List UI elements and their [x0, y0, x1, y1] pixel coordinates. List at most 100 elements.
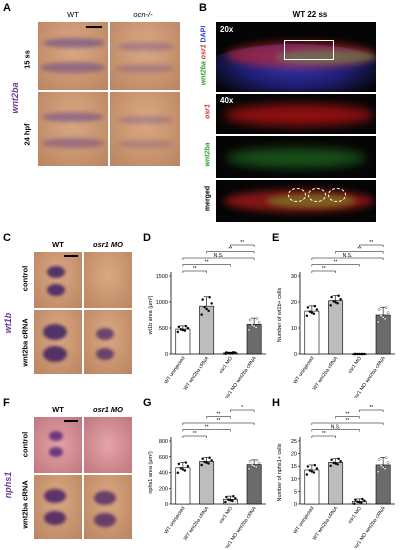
panel-a-row2: 24 hpf [22, 123, 32, 146]
panel-b-sub-merged: merged [204, 185, 212, 212]
panel-b-wnt2ba-image [216, 136, 376, 178]
panel-g-label: G [143, 397, 152, 409]
data-point [358, 352, 361, 356]
data-point [181, 328, 185, 332]
data-point [339, 297, 342, 301]
data-point [176, 330, 180, 334]
data-point [229, 351, 232, 355]
bar [304, 310, 320, 355]
data-point [329, 464, 332, 468]
panel-b-sub-wnt: wnt2ba [204, 142, 212, 167]
sig-label: ** [346, 418, 350, 424]
data-point [210, 302, 213, 305]
data-point [315, 467, 319, 470]
x-tick-label: WT uninjected [292, 506, 315, 536]
data-point [308, 310, 312, 313]
data-point [248, 318, 252, 322]
data-point [184, 461, 188, 464]
panel-f-wt-cRNA-image [34, 475, 82, 539]
sig-label: N.S. [214, 253, 224, 259]
data-point [208, 296, 211, 299]
data-point [310, 470, 314, 473]
panel-b-mag40: 40x [220, 96, 234, 105]
data-point [315, 308, 319, 311]
data-point [257, 461, 261, 465]
panel-a-gene: wnt2ba [10, 82, 20, 114]
y-tick-label: 5 [294, 489, 297, 495]
panel-c-mo-control-image [84, 252, 132, 308]
y-tick-label: 0 [294, 502, 297, 508]
panel-a-col-mut: ocn-/- [133, 10, 153, 19]
data-point [257, 321, 261, 324]
panel-c-col-wt: WT [52, 240, 64, 249]
y-tick-label: 10 [291, 326, 297, 332]
chart-h: Number of nphs1+ cells 0 5 10 15 20 25 WT uninj… [277, 405, 395, 548]
panel-c-row2: wnt2ba cRNA [20, 318, 30, 367]
data-point [330, 295, 333, 299]
data-point [250, 323, 254, 327]
y-tick-label: 1000 [156, 300, 168, 306]
data-point [360, 501, 363, 504]
panel-f-gene: nphs1 [3, 471, 13, 499]
data-point [353, 502, 356, 505]
data-point [255, 317, 259, 320]
data-point [377, 308, 381, 311]
panel-h-label: H [272, 397, 280, 409]
y-axis-label: Number of nphs1+ cells [277, 443, 283, 501]
data-point [177, 325, 181, 329]
data-point [330, 458, 333, 462]
x-tick-label: osr1 MO [218, 356, 234, 375]
panel-b-label: B [199, 2, 207, 14]
data-point [224, 500, 227, 504]
panel-f-label: F [3, 397, 10, 409]
data-point [337, 294, 340, 298]
data-point [255, 458, 259, 462]
y-axis-label: wt1b area (μm²) [148, 295, 154, 335]
data-point [361, 352, 364, 356]
data-point [379, 464, 383, 467]
sig-label: ** [346, 412, 350, 418]
data-point [363, 499, 366, 502]
y-tick-label: 200 [159, 486, 168, 492]
data-point [386, 461, 390, 464]
panel-c-wt-control-image [34, 252, 82, 308]
y-tick-label: 0 [294, 352, 297, 358]
data-point [337, 457, 340, 461]
y-tick-label: 15 [291, 464, 297, 470]
panel-b-zoom-box [284, 40, 334, 60]
data-point [354, 498, 357, 501]
data-point [334, 462, 337, 465]
bar [375, 464, 391, 505]
scale-bar [86, 26, 102, 28]
x-tick-label: osr1 MO [347, 506, 363, 525]
chart-g: nphs1 area (μm²) 0 200 400 600 800 WT uninject… [148, 405, 266, 548]
data-point [179, 467, 183, 470]
x-tick-label: osr1 MO [347, 356, 363, 375]
data-point [184, 324, 188, 328]
panel-b-20x-image: 20x [216, 22, 376, 92]
data-point [313, 304, 317, 308]
y-axis-label: Number of wt1b+ cells [277, 287, 283, 342]
data-point [384, 456, 388, 460]
panel-b-title: WT 22 ss [292, 10, 328, 19]
panel-b-side-label: wnt2ba osr1 DAPI [200, 25, 208, 86]
data-point [329, 304, 332, 307]
panel-b-mag20: 20x [220, 25, 234, 34]
panel-c-col-mo: osr1 MO [92, 240, 123, 249]
data-point [181, 468, 185, 471]
y-tick-label: 30 [291, 274, 297, 280]
data-point [200, 313, 203, 316]
data-point [308, 469, 312, 472]
panel-a-mut-15ss-image [110, 22, 180, 90]
data-point [358, 500, 361, 504]
data-point [205, 461, 208, 464]
data-point [201, 457, 204, 460]
sig-label: N.S. [331, 425, 341, 431]
data-point [186, 464, 190, 468]
data-point [356, 500, 359, 503]
data-point [334, 301, 337, 304]
sig-label: ** [205, 260, 209, 266]
bar [328, 462, 344, 505]
data-point [203, 305, 206, 309]
data-point [361, 497, 364, 501]
